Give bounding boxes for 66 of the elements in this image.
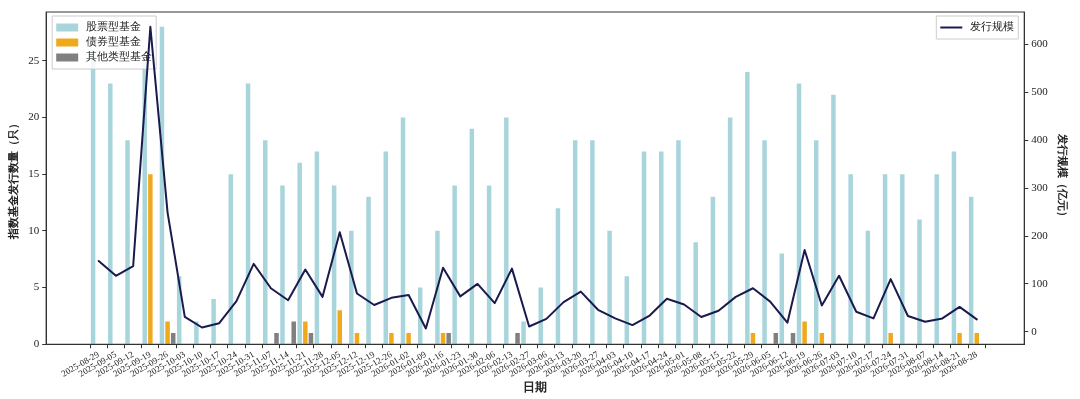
bar (515, 332, 520, 344)
y-tick-label: 25 (28, 53, 40, 66)
x-axis-title: 日期 (523, 379, 548, 394)
bar (848, 174, 853, 344)
bar (819, 332, 825, 344)
bar (504, 117, 509, 344)
y-axis-title: 指数基金发行数量（只） (7, 117, 21, 240)
legend-label: 股票型基金 (86, 20, 142, 33)
y-tick-label: 20 (28, 110, 40, 123)
y2-tick-label: 500 (1031, 85, 1049, 98)
bar (170, 332, 176, 344)
bar (802, 321, 807, 344)
bar (349, 230, 354, 344)
bar (263, 140, 268, 344)
bar (538, 287, 543, 344)
bar (750, 332, 756, 344)
bar (676, 140, 681, 344)
bar (917, 219, 922, 344)
bar (607, 230, 612, 344)
bar (790, 332, 796, 344)
bar (659, 151, 664, 344)
y-tick-label: 15 (28, 167, 40, 180)
y2-tick-label: 600 (1031, 37, 1049, 50)
y2-tick-label: 100 (1031, 276, 1049, 289)
legend-label: 债券型基金 (86, 35, 142, 48)
bar (354, 332, 360, 344)
bar (366, 196, 371, 344)
legend-label: 发行规模 (970, 20, 1015, 33)
y-tick-label: 10 (28, 223, 40, 236)
bar (773, 332, 779, 344)
y2-tick-label: 300 (1031, 181, 1049, 194)
bar (446, 332, 451, 344)
bar (590, 140, 595, 344)
bar (297, 162, 302, 344)
bar (125, 140, 130, 344)
bar (521, 321, 526, 344)
bar (762, 140, 767, 344)
y2-axis-title: 发行规模（亿元） (1055, 133, 1069, 223)
y2-tick-label: 200 (1031, 228, 1049, 241)
bar (308, 332, 314, 344)
bar (745, 72, 750, 344)
bar (452, 185, 457, 344)
bar (831, 94, 836, 344)
bar (148, 174, 153, 344)
bar (274, 332, 279, 344)
y-tick-label: 5 (33, 280, 40, 293)
bar (108, 83, 113, 344)
bar (165, 321, 170, 344)
bar (389, 332, 394, 344)
bar (957, 332, 962, 344)
bar (211, 298, 216, 344)
bar (303, 321, 308, 344)
bar (693, 242, 698, 344)
bar (291, 321, 296, 344)
bar (280, 185, 285, 344)
y-tick-label: 0 (33, 337, 40, 350)
y2-tick-label: 400 (1031, 133, 1049, 146)
bar (440, 332, 446, 344)
bar (406, 332, 411, 344)
bar (888, 332, 893, 344)
y2-tick-label: 0 (1031, 324, 1038, 337)
bar (934, 174, 939, 344)
bar (337, 310, 342, 344)
bar (974, 332, 980, 344)
bar (900, 174, 905, 344)
bar (435, 230, 440, 344)
